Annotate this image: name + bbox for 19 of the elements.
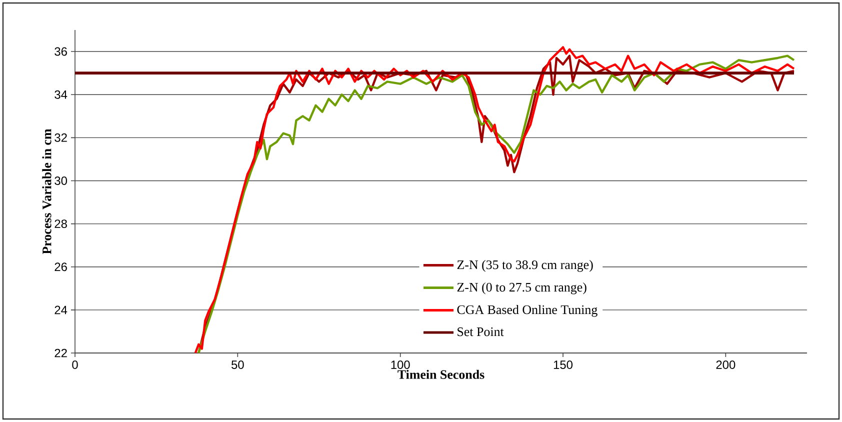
y-tick-label: 28 <box>54 220 67 228</box>
x-tick-label: 0 <box>72 360 78 369</box>
y-tick-label: 32 <box>54 133 67 142</box>
y-tick-label: 24 <box>54 306 68 314</box>
x-tick-label: 50 <box>232 360 244 369</box>
legend-label: Z-N (0 to 27.5 cm range) <box>457 282 586 294</box>
legend-label: Z-N (35 to 38.9 cm range) <box>457 260 593 272</box>
y-tick-label: 34 <box>54 90 68 99</box>
legend-label: CGA Based Online Tuning <box>457 304 598 317</box>
y-tick-label: 36 <box>54 47 67 56</box>
x-axis-title: Timein Seconds <box>398 370 484 379</box>
legend-label: Set Point <box>458 327 504 336</box>
y-tick-label: 30 <box>54 176 68 185</box>
y-tick-label: 26 <box>54 262 67 272</box>
y-axis-title: Process Variable in cm <box>42 128 52 254</box>
y-tick-label: 22 <box>54 348 67 358</box>
x-tick-label: 200 <box>716 360 736 369</box>
x-tick-label: 150 <box>554 360 573 369</box>
x-tick-label: 100 <box>391 360 410 369</box>
